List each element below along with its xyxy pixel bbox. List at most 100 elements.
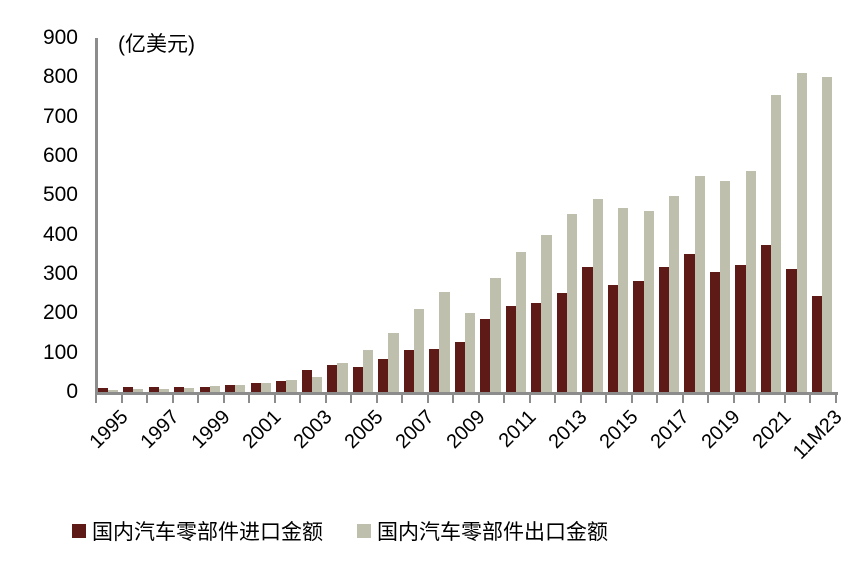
y-axis-tick-label: 900	[42, 26, 78, 49]
export-bar-2017	[669, 195, 680, 392]
x-axis-tick	[835, 395, 837, 403]
export-bar-2011	[515, 251, 527, 392]
x-axis-tick	[554, 395, 557, 403]
y-axis-tick-label: 600	[42, 144, 78, 167]
x-axis-tick	[146, 395, 149, 403]
import-bar-1997	[148, 386, 159, 392]
x-axis-label: 1997	[136, 406, 184, 454]
export-bar-2008	[439, 292, 450, 392]
x-axis-label: 2019	[697, 406, 745, 454]
export-bar-2020	[745, 170, 756, 392]
x-axis-tick	[528, 395, 531, 403]
import-bar-2012	[531, 302, 542, 392]
export-bar-2014	[592, 199, 603, 392]
export-swatch-icon	[357, 524, 371, 538]
export-bar-1995	[107, 389, 118, 392]
x-axis-tick	[809, 395, 812, 403]
x-axis-tick	[120, 395, 123, 403]
import-bar-2002	[276, 380, 287, 392]
import-bar-2021	[760, 245, 772, 392]
x-axis-tick	[375, 395, 378, 403]
x-axis-label: 2005	[340, 406, 388, 454]
x-axis-tick	[656, 395, 659, 403]
import-bar-2011	[505, 305, 516, 392]
export-bar-2002	[286, 380, 297, 392]
export-bar-2019	[720, 181, 731, 392]
x-axis-tick	[324, 395, 327, 403]
legend-item-import: 国内汽车零部件进口金额	[72, 516, 323, 546]
x-axis-tick	[732, 395, 735, 403]
x-axis-tick	[477, 395, 480, 403]
export-bar-2010	[490, 277, 501, 392]
x-axis-tick	[707, 395, 710, 403]
export-bar-2021	[771, 95, 782, 392]
import-bar-2000	[225, 384, 236, 392]
import-bar-2004	[327, 365, 338, 392]
import-bar-2005	[352, 366, 363, 392]
legend-item-export: 国内汽车零部件出口金额	[357, 516, 608, 546]
x-axis-tick	[452, 395, 455, 403]
x-axis-label: 2011	[494, 406, 541, 452]
import-swatch-icon	[72, 524, 86, 538]
x-axis-tick	[503, 395, 506, 403]
x-axis-tick	[171, 395, 174, 403]
x-axis-tick	[350, 395, 353, 403]
x-axis-label: 11M23	[789, 406, 847, 464]
import-bar-2020	[735, 265, 746, 392]
import-bar-1995	[97, 388, 108, 392]
x-axis-label: 1995	[85, 406, 133, 454]
x-axis-label: 2001	[238, 406, 286, 454]
import-bar-2015	[607, 285, 619, 392]
y-axis-tick-label: 400	[42, 222, 78, 246]
x-axis-tick	[579, 395, 582, 403]
x-axis-label: 2015	[595, 406, 643, 454]
axis-unit-label: (亿美元)	[118, 33, 195, 56]
x-axis-tick	[95, 395, 97, 403]
x-axis-tick	[783, 395, 786, 403]
x-axis-tick	[758, 395, 761, 403]
export-bar-1999	[209, 386, 220, 392]
x-axis-tick	[248, 395, 251, 403]
import-bar-2019	[709, 271, 721, 392]
x-axis-label: 2017	[646, 406, 694, 454]
x-axis-label: 2007	[391, 406, 439, 454]
import-bar-11M23	[811, 296, 823, 392]
import-bar-2018	[684, 253, 695, 392]
import-bar-2013	[556, 293, 567, 392]
import-bar-1998	[174, 387, 185, 392]
export-bar-2006	[388, 333, 399, 392]
legend-import-label: 国内汽车零部件进口金额	[92, 521, 323, 544]
export-bar-1997	[158, 388, 169, 392]
import-bar-1996	[123, 386, 134, 392]
export-bar-2004	[337, 362, 348, 392]
x-axis-tick	[630, 395, 633, 403]
x-axis-tick	[426, 395, 429, 403]
import-bar-2007	[403, 350, 414, 392]
y-axis-tick-label: 800	[42, 65, 78, 89]
export-bar-2003	[311, 377, 323, 392]
x-axis-line	[95, 392, 838, 395]
import-bar-2017	[658, 266, 670, 392]
import-bar-1999	[199, 386, 210, 392]
x-axis-tick	[273, 395, 276, 403]
import-bar-2008	[429, 348, 440, 392]
import-bar-2010	[480, 319, 491, 392]
y-axis-tick-label: 0	[66, 380, 78, 403]
export-bar-1996	[133, 389, 144, 392]
export-bar-2000	[235, 384, 246, 392]
legend-export-label: 国内汽车零部件出口金额	[377, 521, 608, 544]
export-bar-2015	[618, 207, 629, 392]
export-bar-11M23	[822, 77, 833, 392]
export-bar-1998	[184, 388, 195, 392]
y-axis-tick-label: 500	[42, 183, 78, 207]
x-axis-label: 1999	[187, 406, 235, 454]
export-bar-2009	[464, 312, 476, 392]
y-axis-tick-label: 700	[42, 104, 78, 128]
y-axis-tick-label: 300	[42, 262, 78, 285]
import-bar-2003	[301, 369, 312, 392]
x-axis-tick	[197, 395, 200, 403]
import-bar-2016	[633, 281, 644, 392]
y-axis-line	[95, 38, 98, 395]
import-bar-2022	[786, 269, 797, 392]
